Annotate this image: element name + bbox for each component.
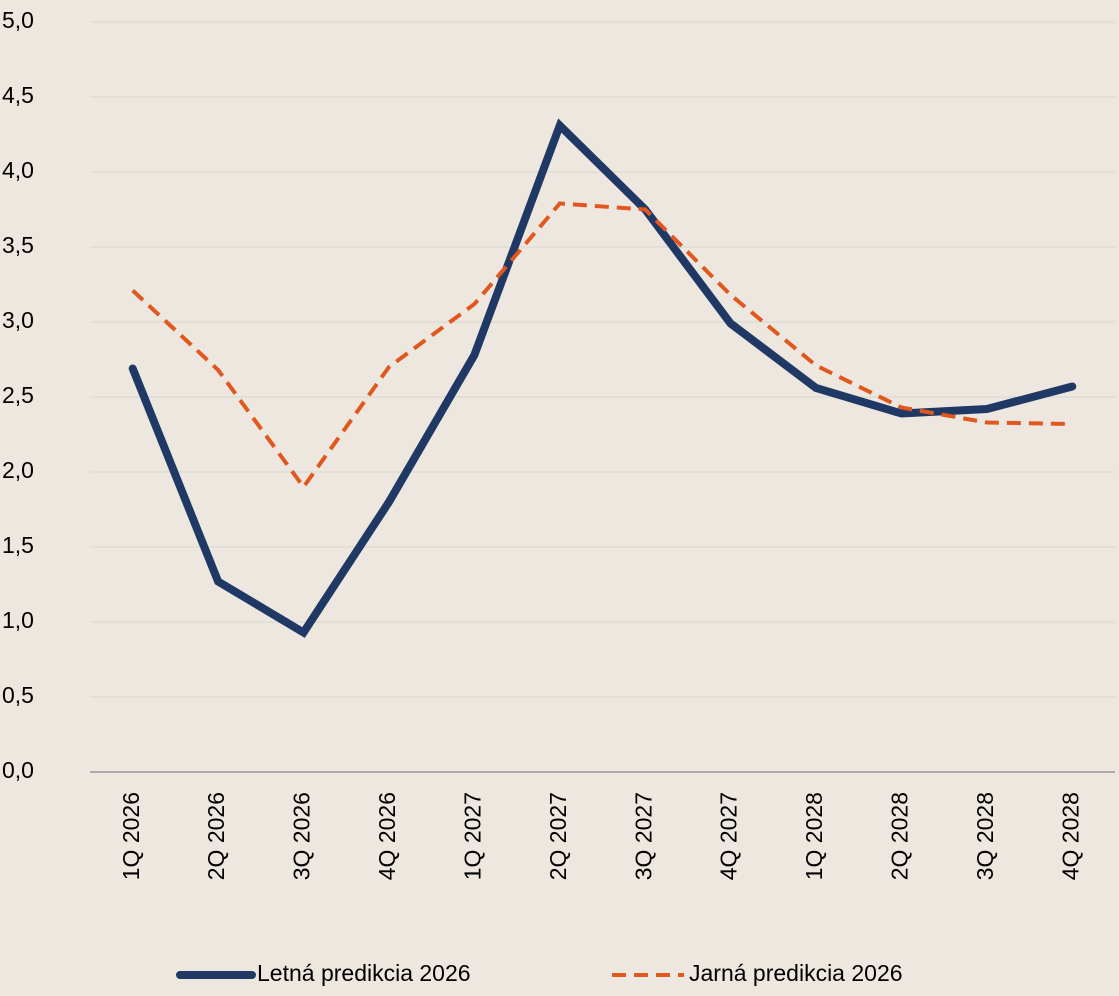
- y-tick-label: 4,0: [2, 157, 34, 183]
- y-tick-label: 2,0: [2, 457, 34, 483]
- x-tick-label: 3Q 2027: [630, 792, 656, 880]
- legend-label: Jarná predikcia 2026: [689, 960, 903, 986]
- y-tick-label: 2,5: [2, 382, 34, 408]
- x-tick-label: 4Q 2026: [374, 792, 400, 880]
- x-tick-label: 4Q 2028: [1057, 792, 1083, 880]
- x-tick-label: 1Q 2028: [801, 792, 827, 880]
- x-tick-label: 1Q 2026: [118, 792, 144, 880]
- x-tick-label: 2Q 2026: [203, 792, 229, 880]
- x-tick-label: 4Q 2027: [716, 792, 742, 880]
- x-tick-label: 2Q 2027: [545, 792, 571, 880]
- x-tick-label: 3Q 2026: [289, 792, 315, 880]
- x-tick-label: 1Q 2027: [459, 792, 485, 880]
- y-tick-label: 3,0: [2, 307, 34, 333]
- y-tick-label: 0,0: [2, 757, 34, 783]
- y-tick-label: 1,5: [2, 532, 34, 558]
- x-tick-label: 3Q 2028: [972, 792, 998, 880]
- y-tick-label: 4,5: [2, 82, 34, 108]
- x-tick-label: 2Q 2028: [887, 792, 913, 880]
- legend-label: Letná predikcia 2026: [257, 960, 471, 986]
- data-line: [128, 118, 1077, 638]
- data-line: [131, 201, 1073, 491]
- y-tick-label: 0,5: [2, 682, 34, 708]
- y-tick-label: 5,0: [2, 7, 34, 33]
- y-tick-label: 1,0: [2, 607, 34, 633]
- y-tick-label: 3,5: [2, 232, 34, 258]
